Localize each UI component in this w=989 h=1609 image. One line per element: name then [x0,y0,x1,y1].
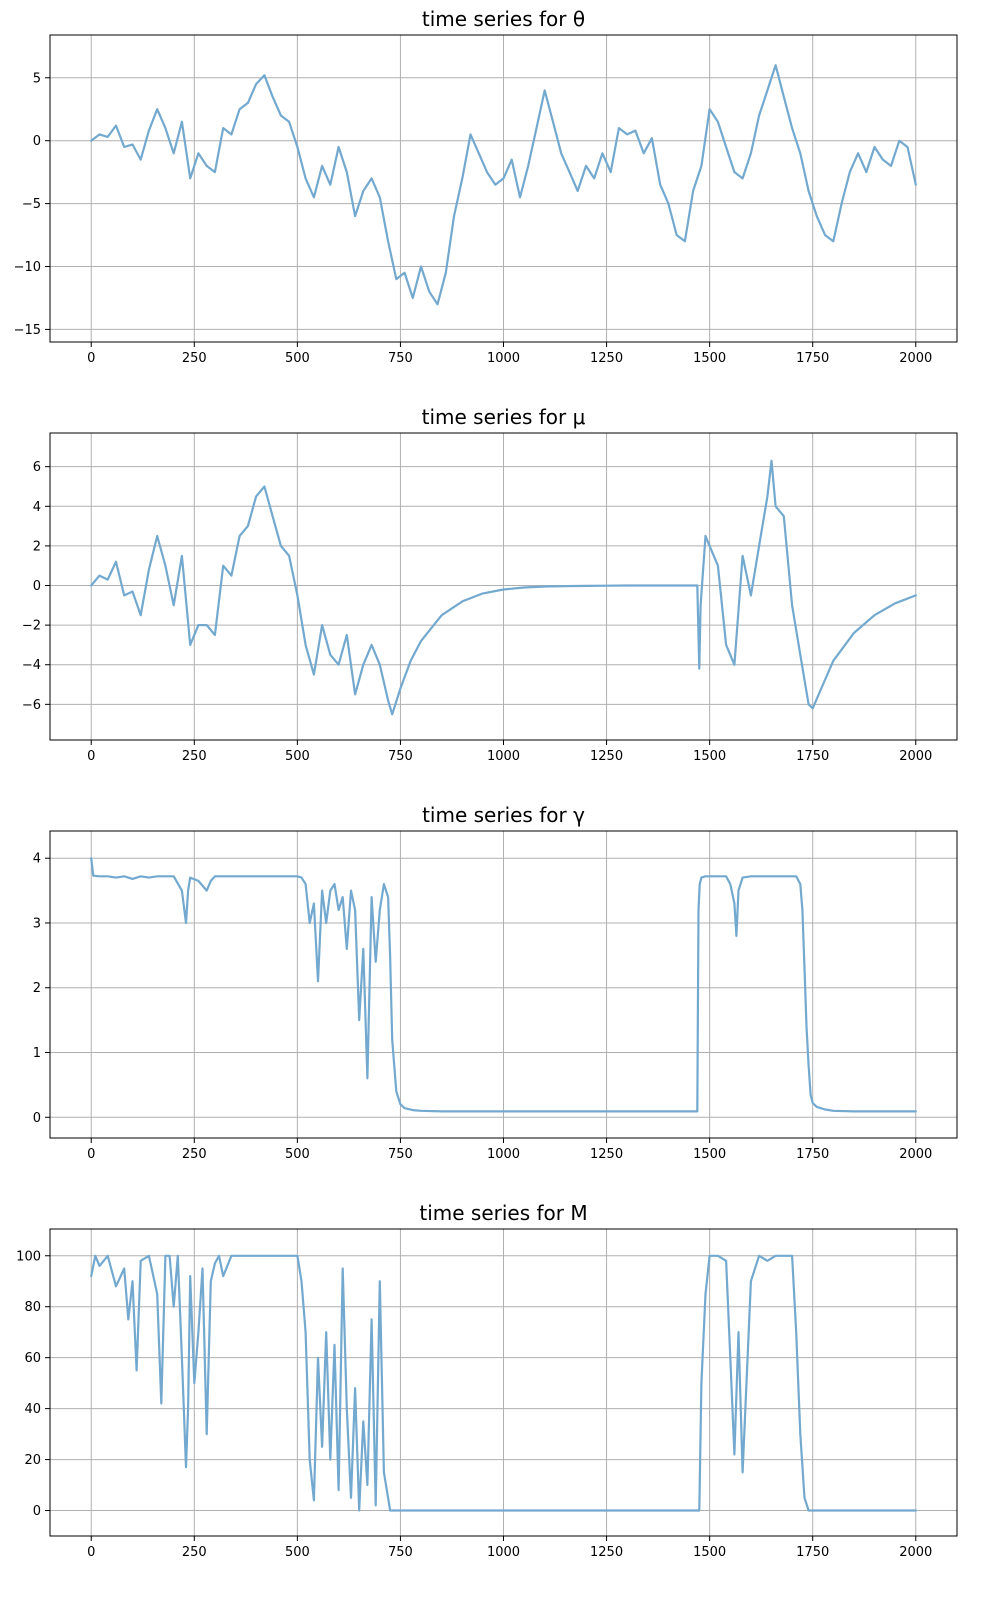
x-tick-label: 750 [388,1545,413,1560]
x-tick-label: 0 [87,1147,95,1162]
x-tick-label: 0 [87,1545,95,1560]
x-tick-label: 750 [388,351,413,366]
y-tick-label: 4 [33,500,41,515]
x-tick-label: 1000 [487,1545,520,1560]
y-tick-label: 3 [33,916,41,931]
series-line [90,64,917,306]
x-tick-label: 2000 [899,1147,932,1162]
x-tick-label: 1750 [796,1147,829,1162]
chart-title: time series for θ [422,7,585,31]
y-tick-label: −6 [22,698,41,713]
chart-panel-2: time series for μ 0 250 500 750 1000 1250 1500 1… [22,405,958,764]
y-tick-label: 2 [33,539,41,554]
x-tick-label: 1500 [693,749,726,764]
y-tick-label: 4 [33,852,41,867]
y-tick-label: −10 [14,260,41,275]
x-tick-label: 750 [388,1147,413,1162]
x-tick-label: 500 [285,351,310,366]
x-tick-label: 2000 [899,749,932,764]
chart-title: time series for μ [422,405,586,429]
y-tick-label: −2 [22,619,41,634]
y-tick-label: 0 [33,579,41,594]
x-tick-label: 250 [182,1545,207,1560]
chart-panel-4: time series for M0 250 500 750 1000 1250 1500 1… [16,1201,958,1560]
y-tick-label: 0 [33,134,41,149]
x-tick-label: 1750 [796,1545,829,1560]
x-tick-label: 2000 [899,1545,932,1560]
y-tick-label: −15 [14,323,41,338]
x-tick-label: 500 [285,1147,310,1162]
series-line [90,1254,917,1512]
x-tick-label: 1000 [487,749,520,764]
x-tick-label: 1250 [590,1147,623,1162]
y-tick-label: 0 [33,1504,41,1519]
chart-title: time series for M [419,1201,587,1225]
series-line [90,857,917,1113]
x-tick-label: 250 [182,1147,207,1162]
x-tick-label: 1500 [693,351,726,366]
x-tick-label: 0 [87,749,95,764]
x-tick-label: 500 [285,749,310,764]
x-tick-label: 0 [87,351,95,366]
y-tick-label: 6 [33,460,41,475]
x-tick-label: 1250 [590,1545,623,1560]
x-tick-label: 1500 [693,1545,726,1560]
y-tick-label: 5 [33,71,41,86]
series-line [90,459,917,716]
chart-title: time series for γ [422,803,585,827]
x-tick-label: 1750 [796,749,829,764]
y-tick-label: 40 [24,1402,41,1417]
x-tick-label: 1000 [487,351,520,366]
y-tick-label: 0 [33,1111,41,1126]
y-tick-label: −5 [22,197,41,212]
chart-panel-1: time series for θ 0 250 500 750 1000 1250 1500 1… [14,7,958,366]
y-tick-label: 100 [16,1249,41,1264]
x-tick-label: 1250 [590,749,623,764]
y-tick-label: 2 [33,981,41,996]
y-tick-label: −4 [22,658,41,673]
chart-panel-3: time series for γ 0 250 500 750 1000 1250 1500 1… [33,803,958,1162]
x-tick-label: 1250 [590,351,623,366]
x-tick-label: 750 [388,749,413,764]
x-tick-label: 1000 [487,1147,520,1162]
x-tick-label: 1750 [796,351,829,366]
x-tick-label: 250 [182,749,207,764]
x-tick-label: 2000 [899,351,932,366]
y-tick-label: 20 [24,1453,41,1468]
y-tick-label: 1 [33,1046,41,1061]
y-tick-label: 60 [24,1351,41,1366]
x-tick-label: 1500 [693,1147,726,1162]
x-tick-label: 250 [182,351,207,366]
y-tick-label: 80 [24,1300,41,1315]
x-tick-label: 500 [285,1545,310,1560]
